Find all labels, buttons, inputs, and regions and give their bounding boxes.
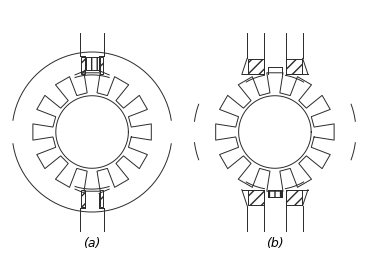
- Polygon shape: [286, 59, 302, 74]
- Polygon shape: [81, 57, 85, 74]
- Polygon shape: [248, 190, 264, 205]
- Text: (b): (b): [266, 237, 284, 249]
- Polygon shape: [99, 57, 103, 74]
- Text: (a): (a): [83, 237, 101, 249]
- Polygon shape: [86, 57, 98, 70]
- Polygon shape: [81, 190, 85, 207]
- Polygon shape: [99, 190, 103, 207]
- Polygon shape: [269, 190, 281, 197]
- Polygon shape: [286, 190, 302, 205]
- Polygon shape: [248, 59, 264, 74]
